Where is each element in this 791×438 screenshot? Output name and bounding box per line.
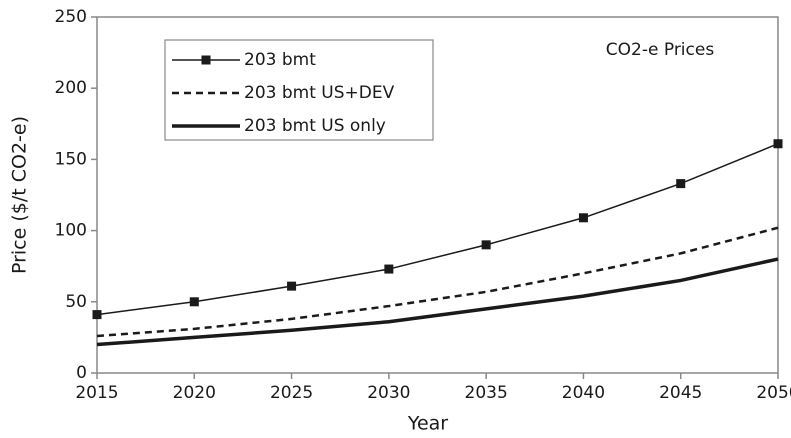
- y-tick-label: 150: [55, 149, 87, 169]
- x-axis-label: Year: [407, 413, 448, 435]
- x-tick-label: 2020: [173, 383, 216, 403]
- series-line: [96, 257, 779, 347]
- legend-label: 203 bmt: [244, 50, 316, 70]
- y-tick-label: 250: [55, 7, 87, 27]
- x-tick-label: 2040: [562, 383, 605, 403]
- x-tick-label: 2045: [659, 383, 702, 403]
- x-tick-label: 2015: [75, 383, 118, 403]
- legend-label: 203 bmt US+DEV: [244, 83, 395, 103]
- marker: [384, 264, 394, 274]
- y-axis-label: Price ($/t CO2-e): [9, 116, 31, 274]
- marker: [189, 297, 199, 307]
- x-tick-label: 2035: [465, 383, 508, 403]
- legend-label: 203 bmt US only: [244, 116, 386, 136]
- y-tick-label: 0: [76, 363, 87, 383]
- annotation: CO2-e Prices: [606, 40, 715, 60]
- marker: [481, 240, 491, 250]
- series-line: [96, 143, 779, 316]
- plot-frame: [96, 16, 779, 374]
- marker: [773, 139, 783, 149]
- y-tick-label: 100: [55, 221, 87, 241]
- marker: [578, 213, 588, 223]
- legend-marker: [201, 55, 211, 65]
- x-tick-label: 2025: [270, 383, 313, 403]
- x-tick-label: 2050: [756, 383, 791, 403]
- marker: [287, 281, 297, 291]
- series-line: [96, 226, 779, 338]
- y-tick-label: 200: [55, 78, 87, 98]
- y-tick-label: 50: [65, 292, 87, 312]
- x-tick-label: 2030: [367, 383, 410, 403]
- marker: [92, 310, 102, 320]
- marker: [676, 179, 686, 189]
